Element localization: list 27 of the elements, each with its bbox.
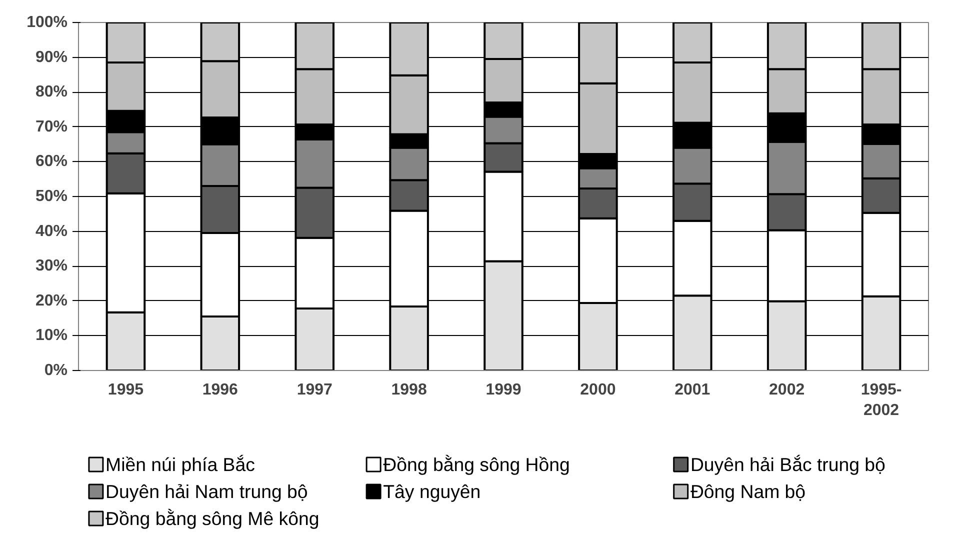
y-tick-label: 70%	[35, 118, 68, 136]
legend-label: Duyên hải Bắc trung bộ	[690, 454, 886, 475]
legend-label: Đồng bằng sông Mê kông	[106, 508, 320, 529]
y-tick-label: 20%	[35, 292, 68, 310]
x-tick-label: 1995	[108, 382, 144, 398]
x-tick-label: 2000	[580, 382, 616, 398]
legend-label: Tây nguyên	[383, 481, 481, 502]
x-tick-label: 2002	[769, 382, 805, 398]
y-tick-label: 80%	[35, 84, 68, 101]
x-tick-label: 1999	[486, 382, 522, 398]
legend-label: Đông Nam bộ	[690, 481, 806, 502]
x-tick-label: 1998	[391, 382, 427, 398]
x-tick-label: 2001	[674, 382, 710, 398]
y-tick-label: 10%	[35, 327, 68, 344]
x-tick-label: 1997	[296, 382, 333, 398]
y-tick-label: 30%	[35, 258, 68, 275]
legend-label: Duyên hải Nam trung bộ	[106, 481, 308, 502]
legend-label: Miền núi phía Bắc	[106, 454, 255, 475]
y-tick-label: 0%	[44, 362, 68, 379]
legend-label: Đồng bằng sông Hồng	[383, 454, 570, 475]
y-tick-label: 40%	[35, 222, 68, 240]
y-tick-label: 90%	[35, 48, 68, 66]
y-tick-label: 50%	[35, 188, 68, 205]
y-tick-label: 60%	[35, 153, 68, 170]
x-tick-label: 1995- 2002	[860, 382, 902, 419]
y-tick-label: 100%	[26, 14, 68, 31]
x-tick-label: 1996	[202, 382, 238, 398]
